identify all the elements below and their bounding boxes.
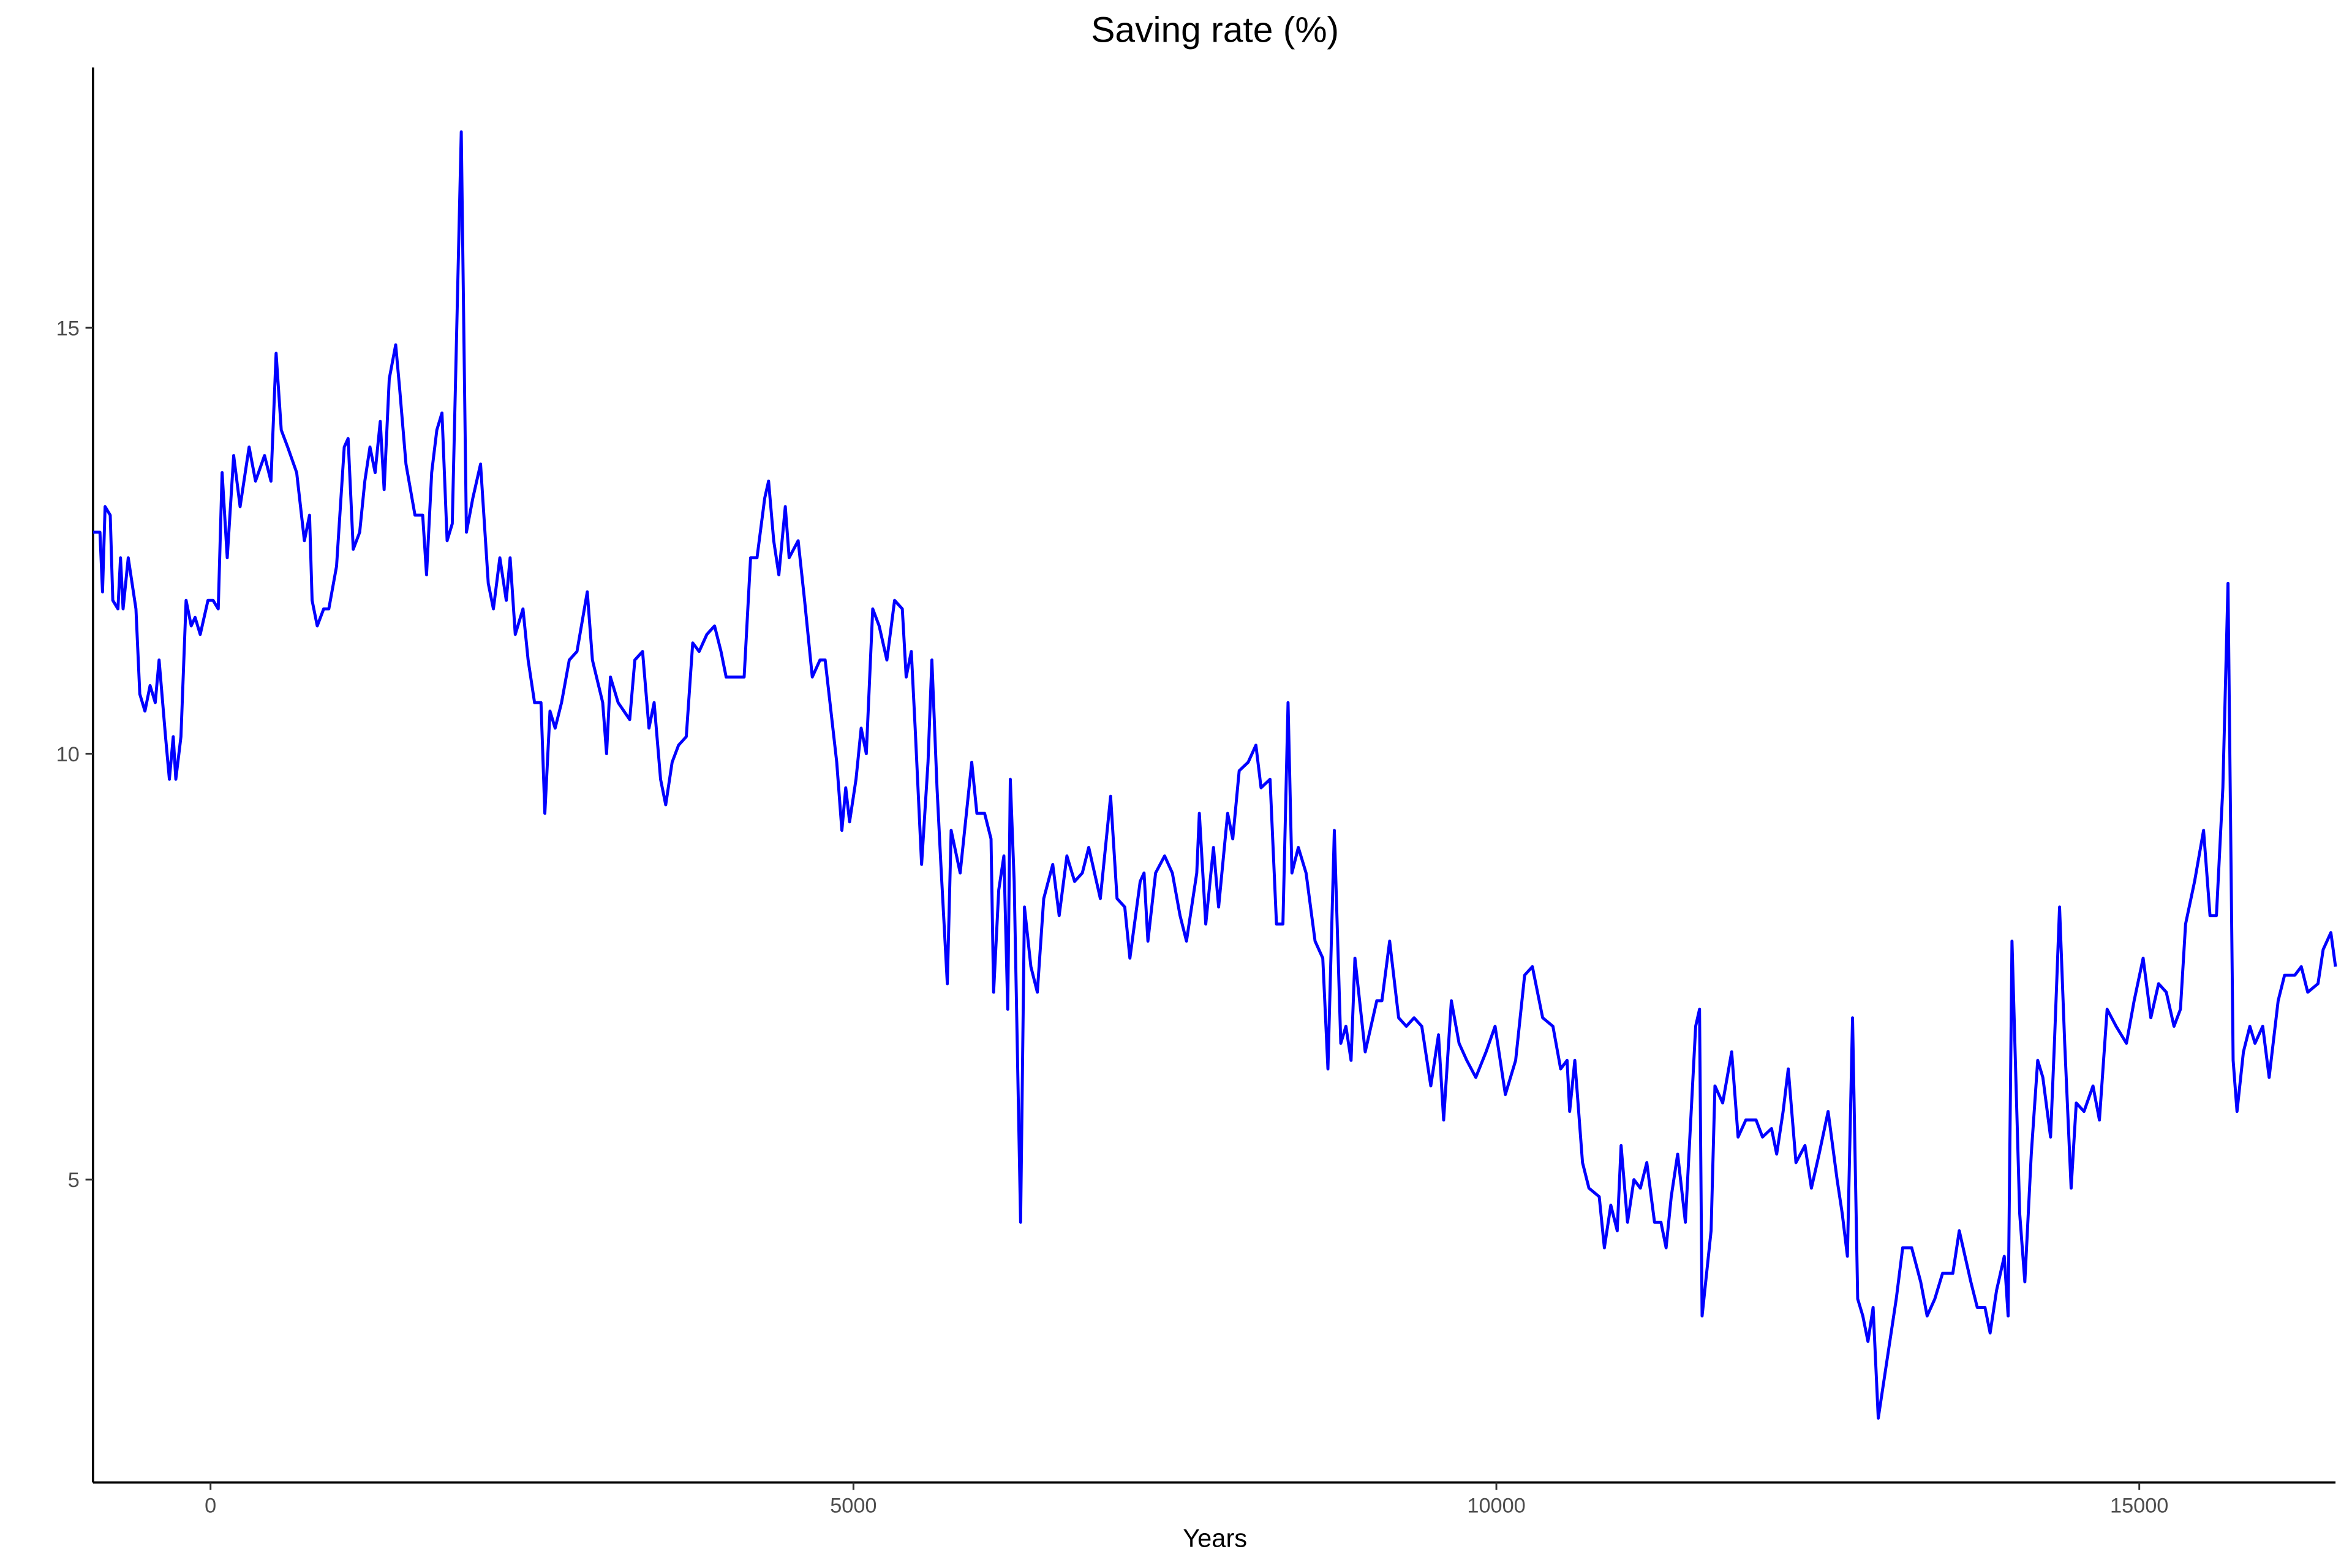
data-line (92, 130, 2337, 1420)
y-tick-label: 15 (56, 317, 80, 340)
x-tick-label: 5000 (830, 1494, 876, 1517)
x-tick-label: 10000 (1467, 1494, 1525, 1517)
x-tick-label: 0 (205, 1494, 216, 1517)
x-tick-label: 15000 (2110, 1494, 2168, 1517)
x-axis-label: Years (1183, 1524, 1247, 1553)
chart-title: Saving rate (%) (1091, 10, 1339, 50)
y-tick-label: 5 (68, 1169, 80, 1192)
y-tick-label: 10 (56, 743, 80, 766)
